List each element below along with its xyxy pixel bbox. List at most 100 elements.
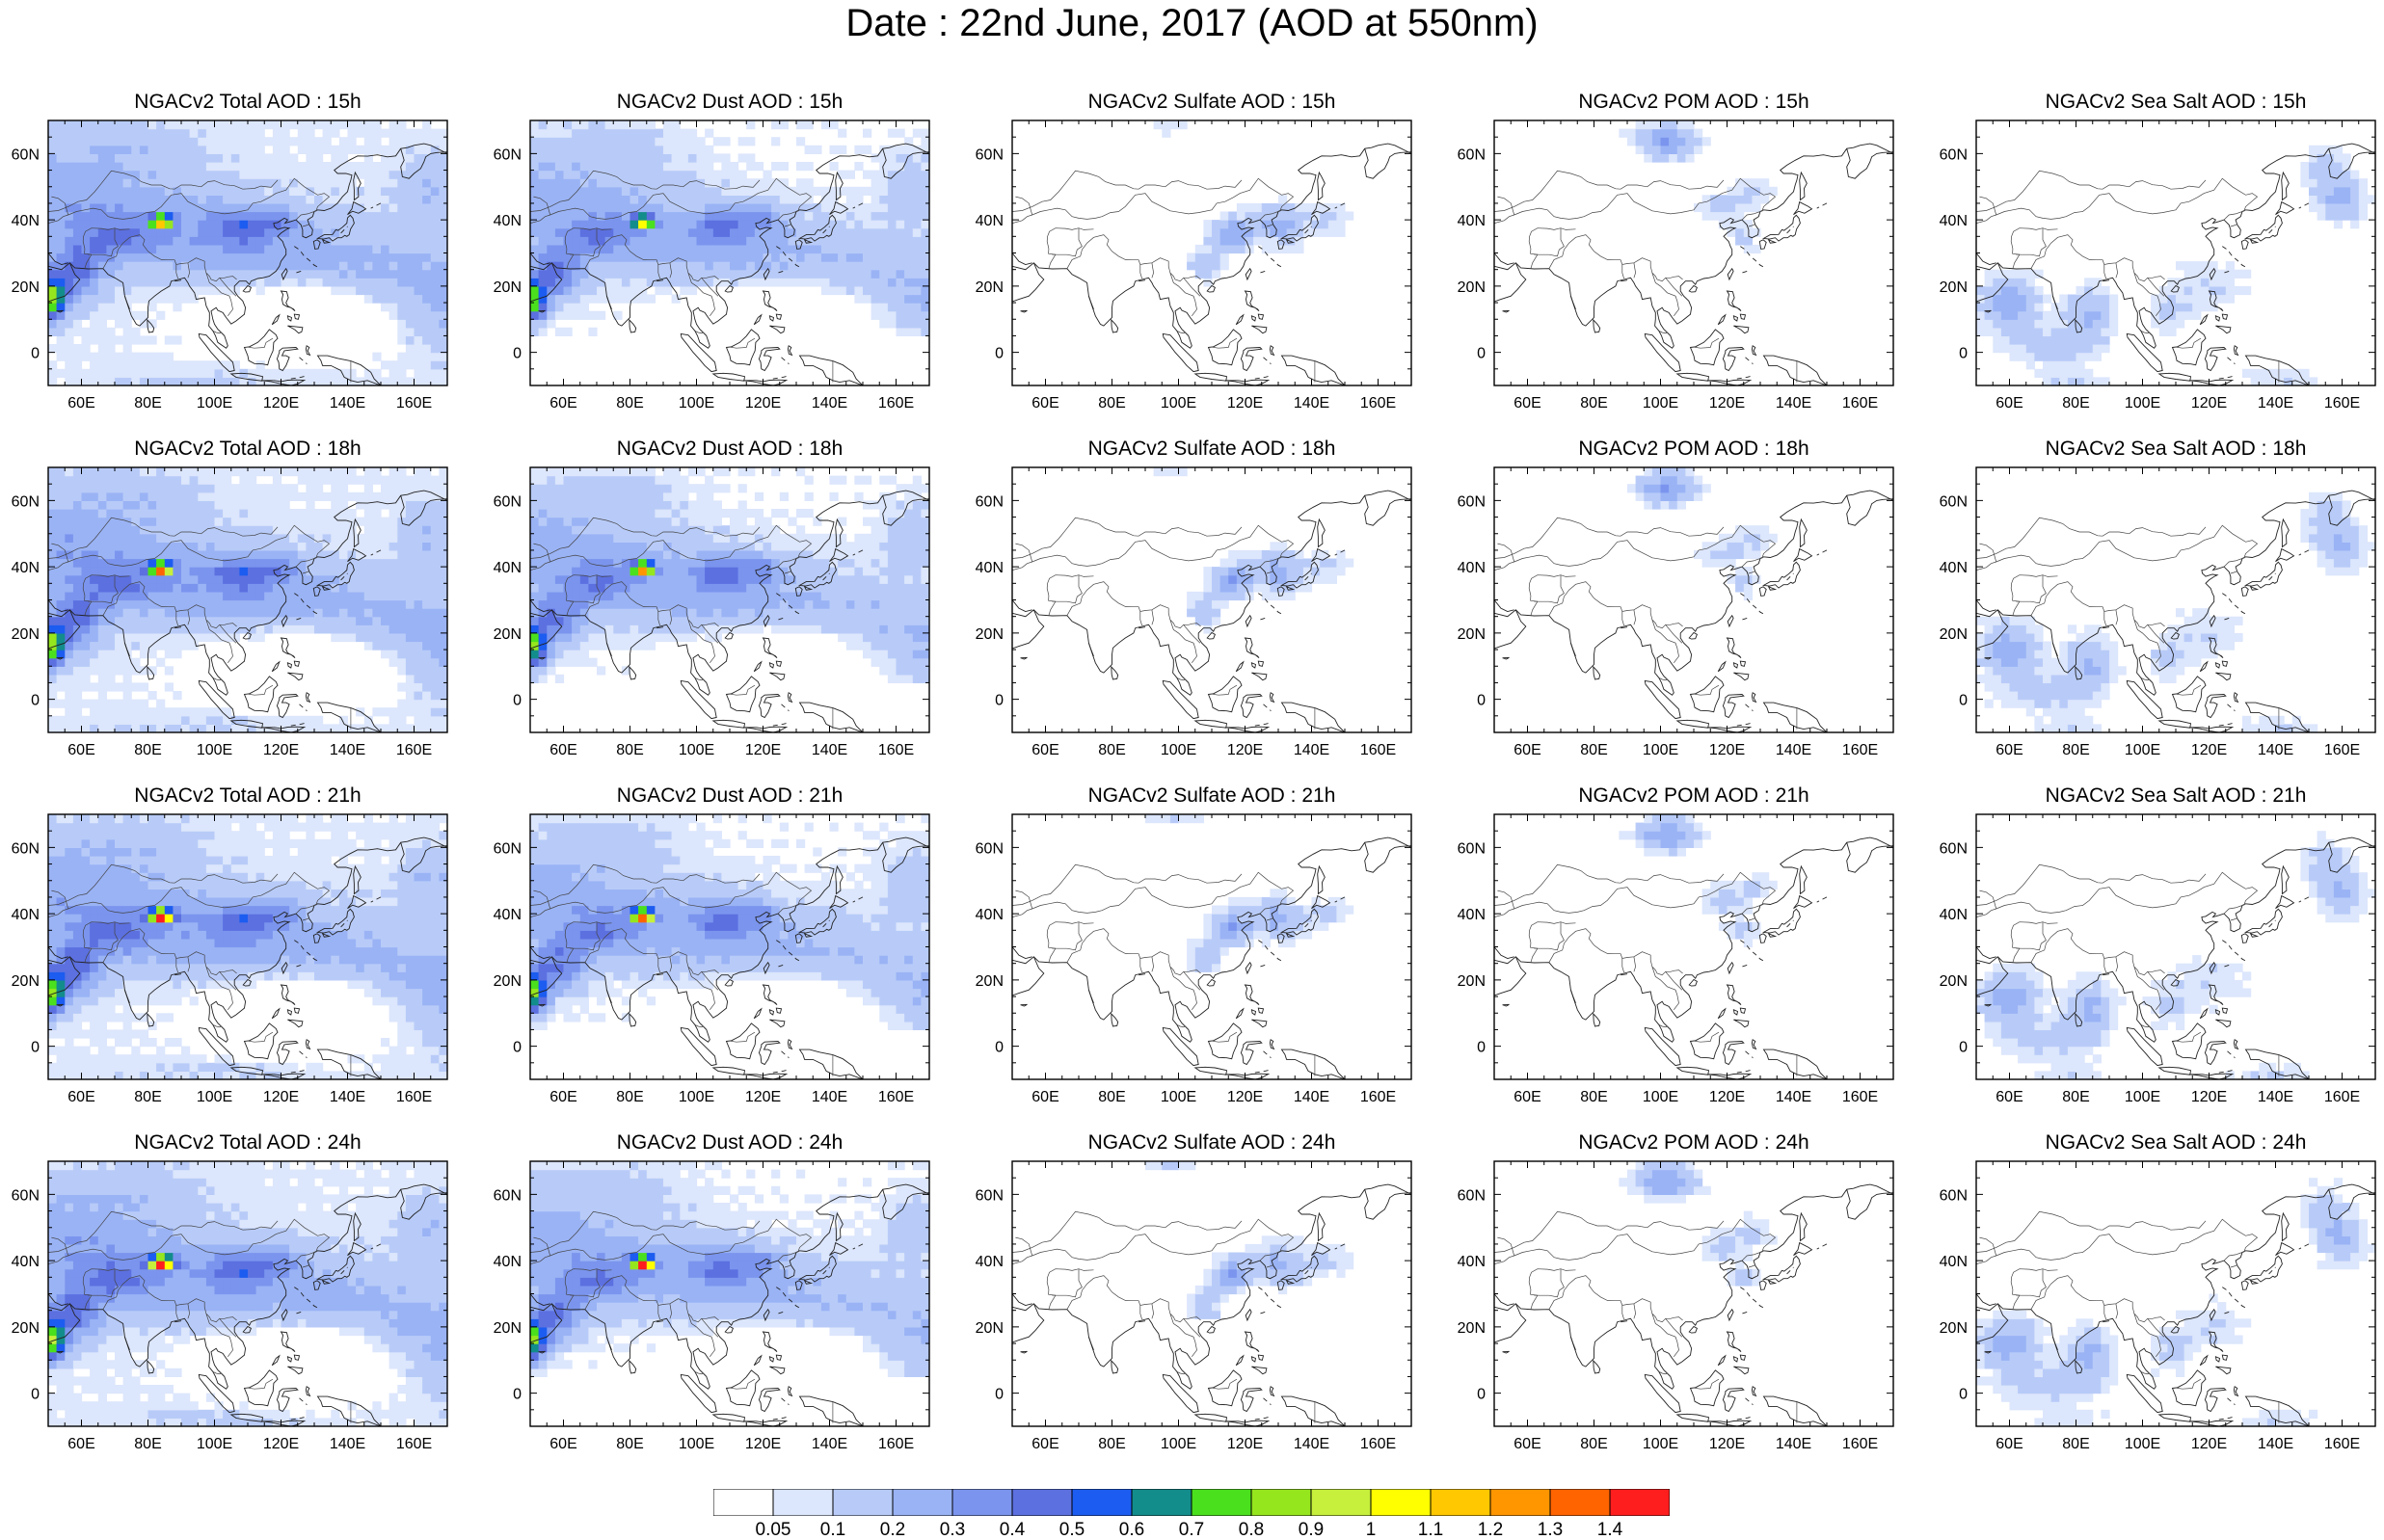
panel-frame — [1494, 467, 1893, 732]
colorbar-swatch — [1012, 1489, 1072, 1516]
lon-tick-label: 160E — [878, 1436, 914, 1452]
lon-tick-label: 80E — [134, 1436, 161, 1452]
aod-field — [48, 120, 448, 386]
lat-tick-label: 60N — [1940, 1187, 1968, 1204]
colorbar-swatch — [1550, 1489, 1610, 1516]
lon-tick-label: 80E — [2062, 742, 2089, 758]
colorbar-label: 1.3 — [1538, 1521, 1563, 1540]
colorbar-label: 0.6 — [1119, 1521, 1144, 1540]
lon-tick-label: 120E — [1709, 742, 1745, 758]
lon-tick-label: 120E — [2191, 1089, 2227, 1105]
colorbar-label: 0.1 — [820, 1521, 845, 1540]
lat-tick-label: 60N — [1458, 493, 1486, 510]
panel-title: NGACv2 POM AOD : 24h — [1578, 1131, 1808, 1154]
lat-tick-label: 0 — [1959, 1040, 1968, 1056]
lat-tick-label: 60N — [12, 1187, 40, 1204]
lon-tick-label: 100E — [1643, 395, 1678, 412]
lon-tick-label: 100E — [197, 1436, 232, 1452]
lon-tick-label: 80E — [616, 395, 643, 412]
lat-tick-label: 60N — [1458, 840, 1486, 857]
lon-tick-label: 140E — [1776, 395, 1811, 412]
lat-tick-label: 20N — [1458, 626, 1486, 643]
lat-tick-label: 0 — [513, 1040, 522, 1056]
lat-tick-label: 60N — [12, 146, 40, 163]
colorbar-swatch — [1132, 1489, 1192, 1516]
panel-title: NGACv2 Sulfate AOD : 24h — [1088, 1131, 1336, 1154]
lon-tick-label: 80E — [2062, 1089, 2089, 1105]
lon-tick-label: 160E — [1360, 1436, 1396, 1452]
lat-tick-label: 40N — [494, 213, 522, 229]
lon-tick-label: 120E — [745, 1436, 781, 1452]
lon-tick-label: 160E — [396, 1089, 432, 1105]
lon-tick-label: 120E — [1227, 1089, 1263, 1105]
aod-field — [530, 814, 930, 1030]
lon-tick-label: 60E — [1031, 1089, 1058, 1105]
coastlines — [1494, 837, 1893, 1079]
colorbar-label: 0.7 — [1179, 1521, 1204, 1540]
lon-tick-label: 100E — [679, 742, 714, 758]
lat-tick-label: 60N — [1458, 146, 1486, 163]
colorbar-swatch — [1371, 1489, 1431, 1516]
lon-tick-label: 80E — [616, 1436, 643, 1452]
lon-tick-label: 120E — [745, 395, 781, 412]
panel-title: NGACv2 Sea Salt AOD : 24h — [2046, 1131, 2307, 1154]
colorbar-label: 1.2 — [1478, 1521, 1503, 1540]
colorbar-swatch — [1311, 1489, 1371, 1516]
lon-tick-label: 100E — [679, 395, 714, 412]
lat-tick-label: 0 — [31, 1387, 40, 1403]
lon-tick-label: 160E — [878, 1089, 914, 1105]
lon-tick-label: 100E — [1643, 1089, 1678, 1105]
lon-tick-label: 140E — [812, 1089, 847, 1105]
lat-tick-label: 40N — [1940, 213, 1968, 229]
lon-tick-label: 140E — [812, 742, 847, 758]
lat-tick-label: 60N — [12, 493, 40, 510]
lon-tick-label: 140E — [330, 742, 365, 758]
lat-tick-label: 60N — [976, 493, 1004, 510]
lon-tick-label: 60E — [549, 1436, 576, 1452]
lat-tick-label: 20N — [976, 279, 1004, 296]
lon-tick-label: 140E — [1294, 742, 1329, 758]
lat-tick-label: 40N — [976, 1254, 1004, 1270]
lat-tick-label: 0 — [1477, 1387, 1486, 1403]
aod-field — [1154, 467, 1354, 634]
tick-marks — [1494, 467, 1893, 732]
lon-tick-label: 100E — [197, 395, 232, 412]
lat-tick-label: 0 — [1477, 693, 1486, 709]
lat-tick-label: 40N — [494, 1254, 522, 1270]
aod-field — [1619, 814, 1777, 947]
lon-tick-label: 100E — [2125, 742, 2160, 758]
lon-tick-label: 100E — [197, 742, 232, 758]
panel-title: NGACv2 Dust AOD : 18h — [617, 438, 844, 460]
lon-tick-label: 60E — [1513, 395, 1540, 412]
lon-tick-label: 120E — [1227, 395, 1263, 412]
lon-tick-label: 140E — [1776, 1089, 1811, 1105]
colorbar-swatch — [1610, 1489, 1670, 1516]
lon-tick-label: 160E — [396, 742, 432, 758]
lat-tick-label: 40N — [12, 1254, 40, 1270]
panel-title: NGACv2 Total AOD : 21h — [134, 784, 361, 807]
lon-tick-label: 120E — [263, 395, 299, 412]
lon-tick-label: 120E — [263, 742, 299, 758]
lon-tick-label: 100E — [1161, 1436, 1196, 1452]
aod-field — [530, 1161, 930, 1377]
lon-tick-label: 140E — [1776, 1436, 1811, 1452]
colorbar-swatch — [1251, 1489, 1311, 1516]
lon-tick-label: 80E — [1098, 742, 1125, 758]
colorbar-label: 0.4 — [1000, 1521, 1025, 1540]
lat-tick-label: 0 — [995, 1387, 1004, 1403]
aod-field — [48, 1161, 448, 1427]
lon-tick-label: 160E — [1842, 742, 1878, 758]
lon-tick-label: 160E — [1360, 742, 1396, 758]
lat-tick-label: 0 — [513, 693, 522, 709]
lon-tick-label: 80E — [1098, 1089, 1125, 1105]
lat-tick-label: 40N — [12, 907, 40, 923]
lat-tick-label: 60N — [976, 1187, 1004, 1204]
colorbar-label: 0.5 — [1059, 1521, 1085, 1540]
lat-tick-label: 20N — [1940, 1320, 1968, 1337]
aod-field — [1627, 467, 1778, 600]
colorbar-swatch — [773, 1489, 833, 1516]
